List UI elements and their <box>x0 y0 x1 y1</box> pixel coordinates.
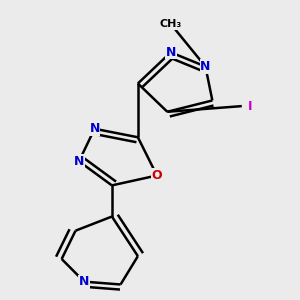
Text: N: N <box>79 275 89 288</box>
Text: O: O <box>152 169 162 182</box>
Text: CH₃: CH₃ <box>160 19 182 29</box>
Text: I: I <box>248 100 253 112</box>
Text: N: N <box>74 155 84 168</box>
Text: N: N <box>89 122 100 135</box>
Text: N: N <box>200 60 211 73</box>
Text: N: N <box>166 46 176 59</box>
